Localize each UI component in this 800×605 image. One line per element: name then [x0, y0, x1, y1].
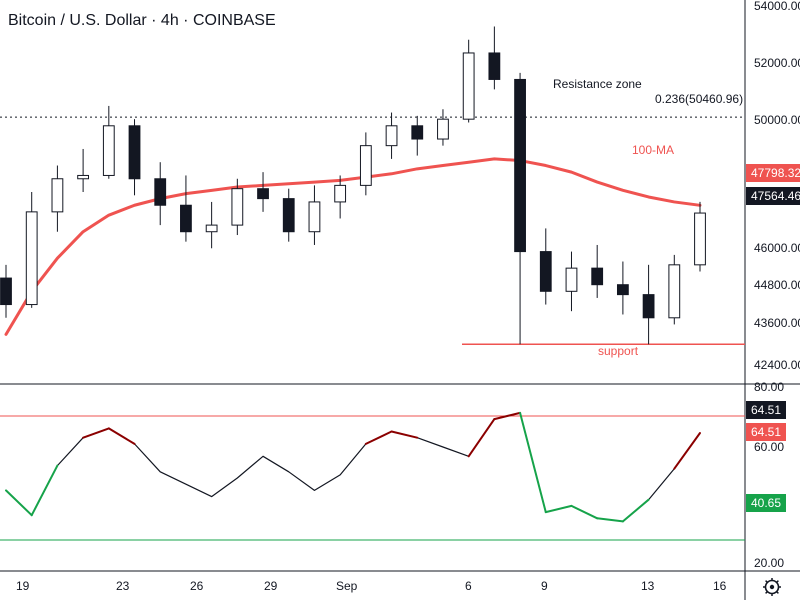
- candle-body: [180, 204, 192, 233]
- x-label-9: 9: [541, 579, 548, 593]
- candle-body: [462, 52, 475, 120]
- candle-body: [257, 188, 269, 200]
- candle-body: [282, 198, 295, 233]
- x-axis-labels: 19 23 26 29 Sep 6 9 13 16: [16, 579, 727, 593]
- rsi-highlight-segment: [82, 427, 110, 439]
- rsi-highlight-segment: [390, 430, 419, 439]
- candle-body: [0, 277, 12, 306]
- ma-price-tag-text: 47798.32: [751, 166, 800, 180]
- gear-icon-tooth: [765, 580, 769, 584]
- price-panel: [0, 26, 745, 346]
- y-tick-44800: 44800.00: [754, 278, 800, 292]
- y-tick-50000: 50000.00: [754, 113, 800, 127]
- x-label-29: 29: [264, 579, 278, 593]
- candle-body: [616, 284, 629, 296]
- support-label: support: [598, 344, 639, 358]
- ma-line: [4, 157, 702, 336]
- candle-body: [308, 201, 321, 233]
- gear-icon-tooth: [775, 590, 779, 594]
- x-label-23: 23: [116, 579, 130, 593]
- rsi-highlight-segment: [673, 432, 701, 470]
- gear-icon-tooth: [775, 580, 779, 584]
- candle-body: [334, 184, 347, 203]
- x-label-13: 13: [641, 579, 655, 593]
- x-label-6: 6: [465, 579, 472, 593]
- price-axis-labels: 54000.00 52000.00 50000.00 46000.00 4480…: [754, 0, 800, 372]
- candle-body: [154, 178, 167, 206]
- candle-body: [77, 174, 90, 180]
- rsi-tag-black: [746, 401, 786, 419]
- rsi-tag-red-text: 64.51: [751, 425, 781, 439]
- ma-label: 100-MA: [632, 143, 674, 157]
- settings-button[interactable]: [763, 578, 781, 596]
- candle-body: [488, 52, 501, 80]
- last-price-tag: [746, 187, 800, 205]
- rsi-tag-black-text: 64.51: [751, 403, 781, 417]
- rsi-highlight-segment: [596, 517, 624, 523]
- candle-body: [25, 211, 38, 306]
- y-tick-46000: 46000.00: [754, 241, 800, 255]
- candle-body: [642, 294, 655, 319]
- y-tick-43600: 43600.00: [754, 316, 800, 330]
- rsi-highlight-segment: [493, 411, 522, 421]
- candle-body: [102, 125, 115, 176]
- rsi-tag-red: [746, 423, 786, 441]
- last-price-tag-text: 47564.46: [751, 189, 800, 203]
- candle-body: [231, 188, 244, 226]
- rsi-tag-green: [746, 494, 786, 512]
- gear-icon-center: [769, 584, 775, 590]
- candle-body: [668, 264, 681, 319]
- rsi-tags: 64.51 64.51 40.65: [746, 401, 786, 512]
- candle-body: [359, 145, 372, 186]
- candle-body: [539, 251, 552, 292]
- candle-body: [385, 125, 398, 147]
- rsi-highlight-segment: [5, 489, 33, 517]
- rsi-highlight-segment: [544, 504, 573, 514]
- candle-body: [514, 78, 526, 253]
- rsi-tick-60: 60.00: [754, 440, 784, 454]
- x-label-sep: Sep: [336, 579, 358, 593]
- rsi-highlight-segment: [107, 427, 136, 445]
- rsi-tick-20: 20.00: [754, 556, 784, 570]
- gear-icon-tooth: [765, 590, 769, 594]
- resistance-zone-label: Resistance zone: [553, 77, 642, 91]
- rsi-tag-green-text: 40.65: [751, 496, 781, 510]
- rsi-panel: [0, 411, 745, 541]
- candle-body: [591, 267, 604, 286]
- rsi-highlight-segment: [364, 430, 393, 445]
- ma-price-tag: [746, 164, 800, 182]
- candle-body: [411, 125, 424, 140]
- price-tags: 47798.32 47564.46: [746, 164, 800, 205]
- y-tick-42400: 42400.00: [754, 358, 800, 372]
- fib-level-label: 0.236(50460.96): [655, 92, 743, 106]
- candle-body: [51, 178, 64, 213]
- rsi-highlight-segment: [621, 498, 650, 523]
- candle-body: [565, 267, 578, 292]
- rsi-highlight-segment: [467, 418, 496, 458]
- candle-body: [205, 224, 218, 233]
- rsi-tick-80: 80.00: [754, 380, 784, 394]
- candle-body: [437, 118, 449, 140]
- x-label-16: 16: [713, 579, 727, 593]
- candle-body: [694, 212, 706, 266]
- rsi-axis-labels: 80.00 60.00 20.00: [754, 380, 784, 570]
- x-label-19: 19: [16, 579, 30, 593]
- rsi-highlight-segment: [519, 411, 547, 514]
- chart-title: Bitcoin / U.S. Dollar · 4h · COINBASE: [8, 12, 276, 29]
- rsi-highlight-segment: [30, 464, 59, 517]
- rsi-highlight-segment: [570, 504, 599, 520]
- y-tick-52000: 52000.00: [754, 56, 800, 70]
- candle-body: [128, 125, 141, 180]
- x-label-26: 26: [190, 579, 204, 593]
- y-tick-54000: 54000.00: [754, 0, 800, 13]
